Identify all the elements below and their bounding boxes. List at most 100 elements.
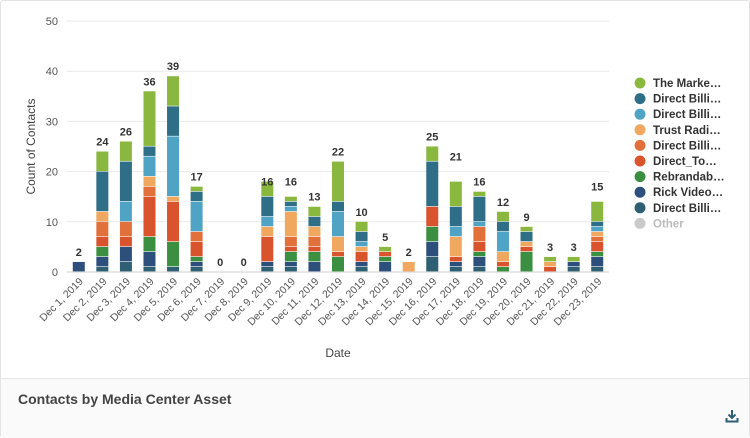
bar-segment — [190, 186, 203, 192]
bar-segment — [355, 221, 368, 232]
y-tick-label: 50 — [46, 16, 58, 28]
bar-segment — [520, 226, 533, 232]
bar-total-label: 12 — [497, 197, 509, 209]
bar-total-label: 26 — [120, 126, 132, 138]
legend-item-label: Rick Video… — [653, 187, 723, 199]
bar-segment — [143, 156, 156, 177]
bar-segment — [355, 231, 368, 242]
bar-segment — [167, 196, 180, 202]
bar-segment — [284, 261, 297, 267]
bar-segment — [473, 266, 486, 272]
bar-segment — [426, 241, 439, 257]
bar-segment — [355, 261, 368, 267]
bar-total-label: 15 — [591, 182, 603, 194]
bar-segment — [355, 241, 368, 247]
legend-item-label: Other — [653, 218, 684, 230]
bar-segment — [332, 251, 344, 257]
bar-total-label: 0 — [217, 257, 223, 269]
bar-segment — [332, 201, 344, 212]
bar-segment — [473, 226, 486, 242]
bar-segment — [449, 256, 462, 262]
bar-segment — [284, 246, 297, 252]
legend-item-label: The Marke… — [653, 78, 721, 90]
bar-segment — [332, 256, 344, 272]
bar-segment — [567, 256, 580, 262]
bar-segment — [379, 256, 392, 262]
bar-segment — [119, 141, 132, 161]
bar-segment — [284, 236, 297, 247]
bar-segment — [167, 201, 180, 242]
bar-segment — [520, 246, 533, 252]
bar-total-label: 3 — [571, 242, 577, 254]
bar-segment — [190, 191, 203, 202]
bar-segment — [473, 251, 486, 257]
bar-total-label: 16 — [261, 177, 273, 189]
bar-total-label: 21 — [450, 152, 462, 164]
y-tick-label: 10 — [46, 217, 58, 229]
bar-segment — [449, 181, 462, 207]
bar-segment — [449, 266, 462, 272]
bar-segment — [426, 256, 439, 272]
bar-total-label: 5 — [382, 232, 388, 244]
card-title: Contacts by Media Center Asset — [18, 391, 232, 407]
bar-total-label: 16 — [473, 177, 485, 189]
legend-item-label: Direct Billi… — [653, 203, 721, 215]
bar-segment — [449, 261, 462, 267]
bar-segment — [119, 261, 132, 272]
bar-segment — [143, 236, 156, 252]
download-icon[interactable] — [725, 409, 739, 423]
bar-segment — [119, 221, 132, 237]
bar-segment — [167, 136, 180, 197]
bar-segment — [190, 261, 203, 267]
legend-item-label: Trust Radi… — [653, 125, 721, 137]
bar-segment — [308, 236, 321, 247]
bar-total-label: 2 — [76, 247, 82, 259]
bar-segment — [190, 241, 203, 257]
bar-segment — [379, 246, 392, 252]
bar-segment — [426, 226, 439, 242]
bar-segment — [261, 261, 274, 267]
bar-total-label: 9 — [523, 212, 529, 224]
legend-item-label: Rebrandab… — [653, 172, 725, 184]
bar-segment — [473, 241, 486, 252]
legend-swatch — [634, 139, 646, 151]
bar-segment — [284, 201, 297, 207]
bar-segment — [591, 221, 604, 227]
y-tick-label: 30 — [46, 116, 58, 128]
bar-segment — [426, 146, 439, 161]
bar-total-label: 24 — [96, 137, 109, 149]
bar-segment — [473, 191, 486, 197]
bar-segment — [284, 251, 297, 262]
bar-segment — [96, 171, 109, 212]
bar-segment — [567, 261, 580, 267]
bar-segment — [520, 241, 533, 247]
bar-segment — [496, 251, 509, 262]
bar-segment — [261, 266, 274, 272]
y-axis-label: Count of Contacts — [24, 98, 38, 194]
bar-segment — [591, 201, 604, 222]
bar-total-label: 2 — [406, 247, 412, 259]
bar-segment — [190, 201, 203, 232]
bar-segment — [261, 196, 274, 217]
bar-segment — [449, 226, 462, 237]
bar-segment — [308, 246, 321, 252]
bar-segment — [143, 91, 156, 146]
legend-swatch — [634, 202, 646, 214]
bar-segment — [167, 76, 180, 106]
bar-segment — [591, 251, 604, 257]
bar-total-label: 13 — [308, 192, 320, 204]
bar-total-label: 39 — [167, 61, 179, 73]
bar-segment — [96, 211, 109, 222]
bar-total-label: 25 — [426, 132, 438, 144]
bar-segment — [496, 266, 509, 272]
legend-swatch — [634, 155, 646, 167]
bar-segment — [261, 236, 274, 262]
bar-segment — [190, 231, 203, 242]
bar-segment — [143, 186, 156, 197]
bar-segment — [567, 266, 580, 272]
bar-segment — [473, 221, 486, 227]
bar-segment — [449, 236, 462, 257]
bar-segment — [96, 256, 109, 267]
